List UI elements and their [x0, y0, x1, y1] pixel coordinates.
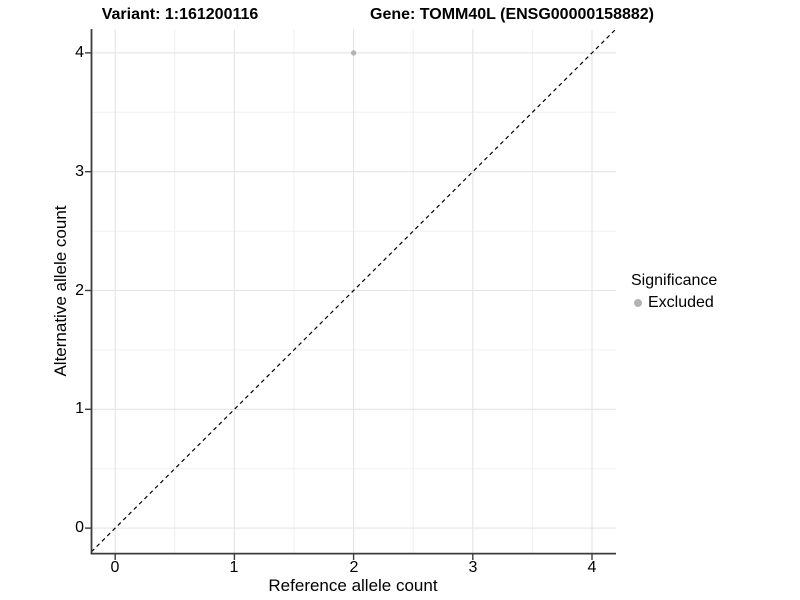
y-tick-label-4: 4	[75, 44, 84, 61]
legend-item-excluded: Excluded	[631, 293, 717, 313]
legend-item-label: Excluded	[648, 294, 714, 311]
y-tick-label-1: 1	[75, 400, 84, 417]
data-point-excluded	[350, 50, 357, 56]
y-tick-label-3: 3	[75, 163, 84, 180]
x-tick-label-4: 4	[587, 559, 597, 576]
legend-point-icon	[634, 299, 642, 307]
legend-title: Significance	[631, 272, 718, 289]
legend: Significance Excluded	[631, 271, 717, 313]
y-axis-title: Alternative allele count	[51, 205, 70, 377]
x-axis-title: Reference allele count	[268, 576, 438, 595]
identity-line	[90, 28, 617, 553]
y-tick-label-0: 0	[75, 519, 84, 536]
x-tick-label-3: 3	[468, 559, 478, 576]
plot-title-gene: Gene: TOMM40L (ENSG00000158882)	[370, 6, 654, 23]
x-tick-label-2: 2	[349, 559, 359, 576]
plot-title-variant: Variant: 1:161200116	[101, 6, 259, 23]
x-tick-label-0: 0	[110, 559, 120, 576]
grid-major	[91, 29, 616, 553]
x-tick-label-1: 1	[229, 559, 239, 576]
y-tick-label-2: 2	[75, 281, 84, 299]
axis-lines	[90, 29, 616, 555]
axis-tick-marks	[85, 52, 593, 560]
